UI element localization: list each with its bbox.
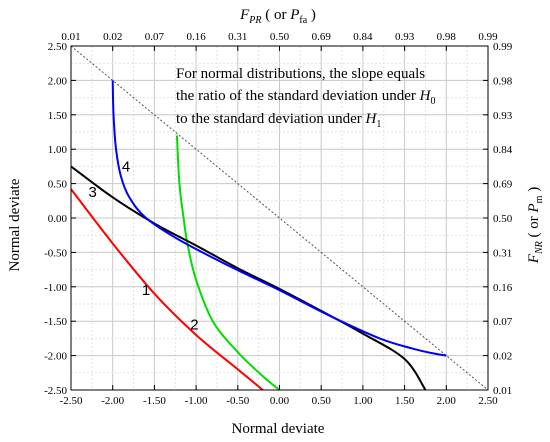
top-axis-title-sub: PR <box>248 15 261 26</box>
annotation-h0-var: H <box>419 88 432 104</box>
top-axis-title-main: F <box>239 7 250 23</box>
x-tick-label: -0.50 <box>226 395 249 407</box>
tick-marks <box>70 45 489 391</box>
y-tick-label: 0.00 <box>48 213 68 225</box>
y-tick-label: 1.00 <box>48 144 68 156</box>
right-tick-label: 0.98 <box>493 75 513 87</box>
y-tick-label: 0.50 <box>48 179 68 191</box>
top-tick-label: 0.69 <box>312 31 332 43</box>
top-tick-label: 0.31 <box>228 31 247 43</box>
curves-group <box>70 80 447 391</box>
right-tick-label: 0.16 <box>493 282 513 294</box>
top-tick-label: 0.50 <box>270 31 290 43</box>
y-axis-title: Normal deviate <box>7 178 23 271</box>
top-axis-title: FPR ( or Pfa ) <box>239 7 316 26</box>
annotation-h1-sub: 1 <box>376 119 381 130</box>
right-axis-title-sub: NR <box>534 241 545 255</box>
annotation-line-3-text: to the standard deviation under <box>176 111 366 127</box>
top-axis-title-paren-main: P <box>289 7 299 23</box>
top-axis-title-paren-close: ) <box>307 7 316 23</box>
curve-1 <box>70 188 264 391</box>
curve-3 <box>70 165 427 391</box>
right-axis-title-paren-close: ) <box>526 187 542 196</box>
x-tick-label: 1.00 <box>353 395 373 407</box>
right-tick-label: 0.07 <box>493 316 513 328</box>
x-axis-title: Normal deviate <box>232 421 325 437</box>
right-axis-title-paren-sub: m <box>534 195 545 203</box>
y-tick-label: -2.50 <box>44 385 67 397</box>
right-axis-title: FNR ( or Pm ) <box>526 187 545 264</box>
top-tick-label: 0.84 <box>353 31 373 43</box>
right-tick-label: 0.84 <box>493 144 513 156</box>
top-tick-label: 0.02 <box>103 31 122 43</box>
y-tick-label: 1.50 <box>48 110 68 122</box>
x-tick-label: 2.50 <box>478 395 498 407</box>
y-tick-label: 2.50 <box>48 41 68 53</box>
right-axis-title-main: F <box>526 253 542 264</box>
x-tick-label: 2.00 <box>437 395 457 407</box>
right-tick-label: 0.99 <box>493 41 513 53</box>
top-tick-label: 0.99 <box>478 31 498 43</box>
top-axis-title-paren-open: ( or <box>261 7 290 23</box>
top-tick-label: 0.98 <box>437 31 457 43</box>
x-tick-label: -2.00 <box>101 395 124 407</box>
grid-lines <box>71 46 488 390</box>
y-tick-label: -1.50 <box>44 316 67 328</box>
right-tick-label: 0.93 <box>493 110 513 122</box>
annotation-line-2-text: the ratio of the standard deviation unde… <box>176 88 420 104</box>
tick-labels: -2.50 0.01 -2.00 0.02 -1.50 0.07 -1.00 0.16 -0.5… <box>44 31 513 407</box>
right-tick-label: 0.69 <box>493 179 513 191</box>
right-tick-label: 0.31 <box>493 247 512 259</box>
x-tick-label: 0.50 <box>312 395 332 407</box>
curve-labels: 1 2 3 4 <box>89 158 199 333</box>
right-tick-label: 0.02 <box>493 351 512 363</box>
y-tick-label: -1.00 <box>44 282 67 294</box>
top-tick-label: 0.93 <box>395 31 415 43</box>
y-tick-label: 2.00 <box>48 75 68 87</box>
curve-label-4: 4 <box>122 158 130 175</box>
top-axis-title-paren-sub: fa <box>299 15 307 26</box>
curve-label-2: 2 <box>190 317 198 334</box>
right-tick-label: 0.01 <box>493 385 512 397</box>
annotation-line-3: to the standard deviation under H1 <box>176 111 381 130</box>
y-tick-label: -0.50 <box>44 247 67 259</box>
x-tick-label: -1.50 <box>143 395 166 407</box>
right-axis-title-paren-main: P <box>526 203 542 213</box>
annotation-h0-sub: 0 <box>431 96 436 107</box>
x-tick-label: -1.00 <box>185 395 208 407</box>
right-tick-label: 0.50 <box>493 213 513 225</box>
curve-2 <box>175 135 281 391</box>
y-tick-label: -2.00 <box>44 351 67 363</box>
curve-label-3: 3 <box>89 184 97 201</box>
x-tick-label: 1.50 <box>395 395 415 407</box>
annotation-line-1: For normal distributions, the slope equa… <box>176 66 425 82</box>
top-tick-label: 0.16 <box>186 31 206 43</box>
x-tick-label: 0.00 <box>270 395 290 407</box>
x-tick-label: -2.50 <box>60 395 83 407</box>
right-axis-title-paren-open: ( or <box>526 213 542 242</box>
top-tick-label: 0.07 <box>145 31 165 43</box>
curve-label-1: 1 <box>142 282 150 299</box>
top-tick-label: 0.01 <box>61 31 80 43</box>
curve-4 <box>111 80 447 357</box>
annotation-h1-var: H <box>365 111 378 127</box>
annotation-line-2: the ratio of the standard deviation unde… <box>176 88 436 107</box>
